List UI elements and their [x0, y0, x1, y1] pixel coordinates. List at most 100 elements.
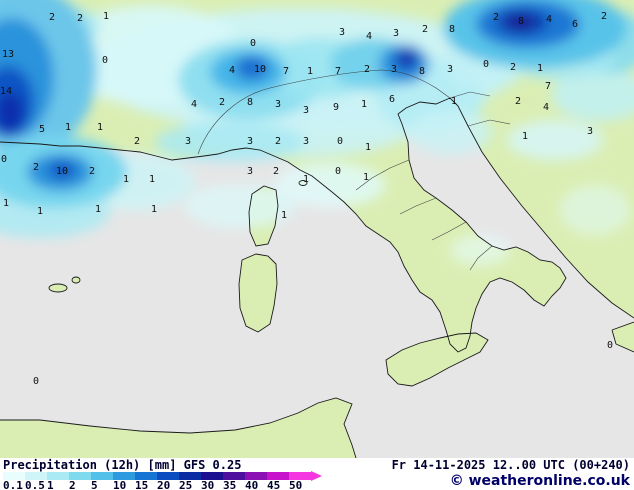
land-north-africa — [0, 398, 356, 458]
color-scale-arrow-icon — [311, 471, 322, 481]
legend-tick-label: 2 — [69, 479, 76, 490]
precip-value: 6 — [389, 94, 395, 105]
land-sicily — [386, 333, 488, 386]
precip-value: 2 — [134, 136, 140, 147]
precip-value: 0 — [250, 38, 256, 49]
precip-value: 3 — [303, 105, 309, 116]
precip-value: 2 — [601, 11, 607, 22]
precip-value: 2 — [219, 97, 225, 108]
precip-value: 1 — [3, 198, 9, 209]
color-scale: 0.1 0.5 1 2 5 10 15 20 25 30 35 40 45 50 — [3, 471, 343, 490]
legend-swatch — [289, 472, 311, 480]
precip-value: 10 — [254, 64, 266, 75]
product-name: Precipitation (12h) — [3, 458, 141, 472]
precip-value: 1 — [123, 174, 129, 185]
precip-value: 1 — [363, 172, 369, 183]
precip-value: 2 — [510, 62, 516, 73]
island-menorca — [72, 277, 80, 283]
precip-value: 2 — [33, 162, 39, 173]
legend-tick-label: 15 — [135, 479, 149, 490]
precipitation-map: 2 2 1 2 8 4 6 2 13 0 0 3 4 3 2 8 4 10 7 1 7 2 3 8 3 0 2 1 7 14 4 2 8 3 3 9 1… — [0, 0, 634, 458]
precip-value: 3 — [393, 28, 399, 39]
precip-value: 3 — [247, 166, 253, 177]
legend-swatch — [223, 472, 245, 480]
precip-value: 0 — [335, 166, 341, 177]
legend-tick-label: 40 — [245, 479, 259, 490]
legend-tick-label: 30 — [201, 479, 215, 490]
legend-tick-label: 50 — [289, 479, 303, 490]
precip-value: 1 — [37, 206, 43, 217]
precip-value: 2 — [77, 13, 83, 24]
precip-value: 1 — [95, 204, 101, 215]
product-unit: [mm] — [147, 458, 177, 472]
legend-tick-label: 5 — [91, 479, 98, 490]
precip-value: 2 — [493, 12, 499, 23]
precip-value: 1 — [522, 131, 528, 142]
legend-swatch — [3, 472, 25, 480]
land-sardinia — [239, 254, 277, 332]
borders — [197, 69, 511, 271]
legend-tick-label: 10 — [113, 479, 127, 490]
precip-value: 3 — [247, 136, 253, 147]
precip-value: 1 — [151, 204, 157, 215]
legend-footer: Precipitation (12h) [mm] GFS 0.25 Fr 14-… — [0, 458, 634, 490]
legend-swatch — [47, 472, 69, 480]
precip-value: 8 — [247, 97, 253, 108]
legend-swatch — [267, 472, 289, 480]
precip-value: 2 — [89, 166, 95, 177]
legend-tick-label: 0.1 — [3, 479, 23, 490]
precip-value: 1 — [451, 96, 457, 107]
legend-swatch — [69, 472, 91, 480]
precip-value: 7 — [335, 66, 341, 77]
precip-value: 2 — [422, 24, 428, 35]
precip-value: 1 — [103, 11, 109, 22]
precip-value: 1 — [307, 66, 313, 77]
legend-swatch — [157, 472, 179, 480]
color-scale-ticks: 0.1 0.5 1 2 5 10 15 20 25 30 35 40 45 50 — [3, 479, 333, 490]
precip-value: 3 — [303, 136, 309, 147]
legend-swatch — [179, 472, 201, 480]
legend-tick-label: 1 — [47, 479, 54, 490]
precip-value: 4 — [543, 102, 549, 113]
precip-value: 3 — [275, 99, 281, 110]
precip-value: 1 — [361, 99, 367, 110]
precip-value: 0 — [483, 59, 489, 70]
legend-tick-label: 25 — [179, 479, 193, 490]
precip-value: 4 — [229, 65, 235, 76]
precip-value: 7 — [283, 66, 289, 77]
forecast-datetime: Fr 14-11-2025 12..00 UTC (00+240) — [391, 458, 630, 472]
legend-swatch — [201, 472, 223, 480]
precip-value: 8 — [419, 66, 425, 77]
precip-value: 3 — [587, 126, 593, 137]
precip-value: 5 — [39, 124, 45, 135]
precip-value: 1 — [149, 174, 155, 185]
precip-value: 0 — [1, 154, 7, 165]
precip-value: 2 — [273, 166, 279, 177]
precip-value: 3 — [339, 27, 345, 38]
precip-value: 3 — [185, 136, 191, 147]
precip-value: 14 — [0, 86, 12, 97]
precip-value: 1 — [537, 63, 543, 74]
precip-value: 0 — [337, 136, 343, 147]
precip-value: 10 — [56, 166, 68, 177]
island-mallorca — [49, 284, 67, 292]
legend-tick-label: 35 — [223, 479, 237, 490]
legend-swatch — [245, 472, 267, 480]
precipitation-layer — [0, 0, 634, 266]
precip-value: 2 — [49, 12, 55, 23]
precip-value: 13 — [2, 49, 14, 60]
precip-value: 0 — [102, 55, 108, 66]
precip-value: 1 — [97, 122, 103, 133]
precip-value: 4 — [366, 31, 372, 42]
legend-swatch — [91, 472, 113, 480]
coastlines — [0, 97, 634, 458]
precip-value: 9 — [333, 102, 339, 113]
color-scale-swatches — [3, 472, 343, 480]
precip-value: 2 — [275, 136, 281, 147]
precip-value: 3 — [391, 64, 397, 75]
precip-value: 6 — [572, 19, 578, 30]
precip-value: 2 — [364, 64, 370, 75]
legend-tick-label: 0.5 — [25, 479, 45, 490]
